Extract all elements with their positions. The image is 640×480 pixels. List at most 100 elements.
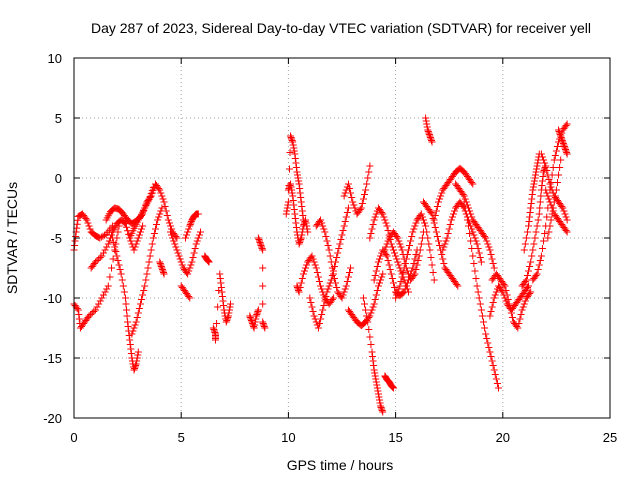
data-point — [404, 246, 412, 254]
data-point — [486, 348, 494, 356]
data-point — [134, 234, 142, 242]
data-point — [534, 216, 542, 224]
data-point — [166, 222, 174, 230]
data-point — [191, 245, 199, 252]
data-point — [453, 281, 461, 288]
data-point — [99, 249, 107, 257]
data-point — [135, 305, 143, 312]
data-point — [376, 255, 384, 263]
data-point — [295, 180, 303, 188]
data-point — [246, 314, 254, 321]
data-point — [90, 308, 98, 315]
data-point — [287, 132, 295, 140]
data-point — [190, 249, 198, 257]
data-point — [172, 243, 180, 251]
data-point — [359, 294, 367, 302]
data-point — [367, 341, 375, 348]
data-point — [411, 255, 419, 263]
data-point — [366, 333, 374, 341]
data-point — [257, 240, 265, 248]
data-point — [501, 282, 509, 290]
data-point — [383, 222, 391, 230]
data-point — [124, 323, 132, 330]
data-point — [186, 294, 194, 302]
data-point — [473, 282, 481, 290]
data-point — [253, 311, 261, 318]
data-point — [175, 252, 183, 260]
data-point — [527, 200, 535, 207]
data-point — [296, 185, 304, 192]
data-point — [469, 228, 477, 236]
data-point — [291, 210, 299, 218]
data-point — [520, 246, 528, 254]
data-point — [337, 236, 345, 243]
y-tick-label: -20 — [43, 411, 62, 426]
data-point — [394, 288, 402, 296]
data-point — [289, 141, 297, 149]
data-point — [295, 240, 303, 248]
y-tick-label: -15 — [43, 351, 62, 366]
data-point — [433, 233, 441, 240]
data-point — [161, 203, 169, 210]
data-point — [120, 288, 128, 296]
y-axis-label: SDTVAR / TECUs — [4, 182, 20, 294]
x-tick-label: 5 — [178, 430, 185, 445]
data-point — [82, 215, 90, 222]
x-tick-label: 10 — [281, 430, 295, 445]
data-point — [108, 231, 116, 239]
data-point — [291, 155, 299, 162]
data-point — [391, 284, 399, 291]
data-point — [532, 228, 540, 236]
data-point — [429, 269, 437, 276]
data-point — [132, 240, 140, 248]
data-point — [297, 194, 305, 201]
data-point — [378, 405, 386, 413]
data-point — [558, 203, 566, 210]
data-point — [286, 149, 294, 156]
data-point — [491, 291, 499, 299]
data-point — [204, 257, 212, 265]
data-point — [146, 252, 154, 260]
data-point — [483, 335, 491, 342]
data-point — [169, 234, 177, 242]
data-point — [550, 156, 558, 164]
y-tick-label: 0 — [55, 171, 62, 186]
data-point — [488, 255, 496, 263]
data-point — [508, 314, 516, 321]
data-point — [309, 255, 317, 263]
data-point — [300, 267, 308, 275]
data-point — [437, 192, 445, 200]
data-point — [526, 290, 534, 297]
data-point — [322, 293, 330, 300]
data-point — [91, 306, 99, 314]
data-point — [468, 245, 476, 252]
data-point — [189, 254, 197, 261]
data-point — [414, 257, 422, 264]
data-point — [218, 288, 226, 296]
data-point — [478, 312, 486, 320]
data-point — [525, 282, 533, 290]
data-point — [378, 407, 386, 414]
data-point — [371, 272, 379, 279]
data-point — [142, 276, 150, 284]
data-point — [463, 216, 471, 224]
data-point — [374, 390, 382, 398]
data-point — [468, 213, 476, 221]
data-points — [70, 114, 571, 416]
data-point — [154, 216, 162, 224]
data-point — [123, 223, 131, 231]
data-point — [488, 303, 496, 311]
data-point — [109, 255, 117, 263]
data-point — [216, 275, 224, 282]
data-point — [160, 270, 168, 278]
data-point — [196, 228, 204, 236]
data-point — [340, 288, 348, 296]
data-point — [318, 311, 326, 318]
data-point — [421, 219, 429, 227]
data-point — [411, 270, 419, 278]
data-point — [427, 254, 435, 261]
data-point — [493, 380, 501, 387]
data-point — [482, 330, 490, 338]
data-point — [227, 300, 235, 308]
data-point — [481, 233, 489, 240]
